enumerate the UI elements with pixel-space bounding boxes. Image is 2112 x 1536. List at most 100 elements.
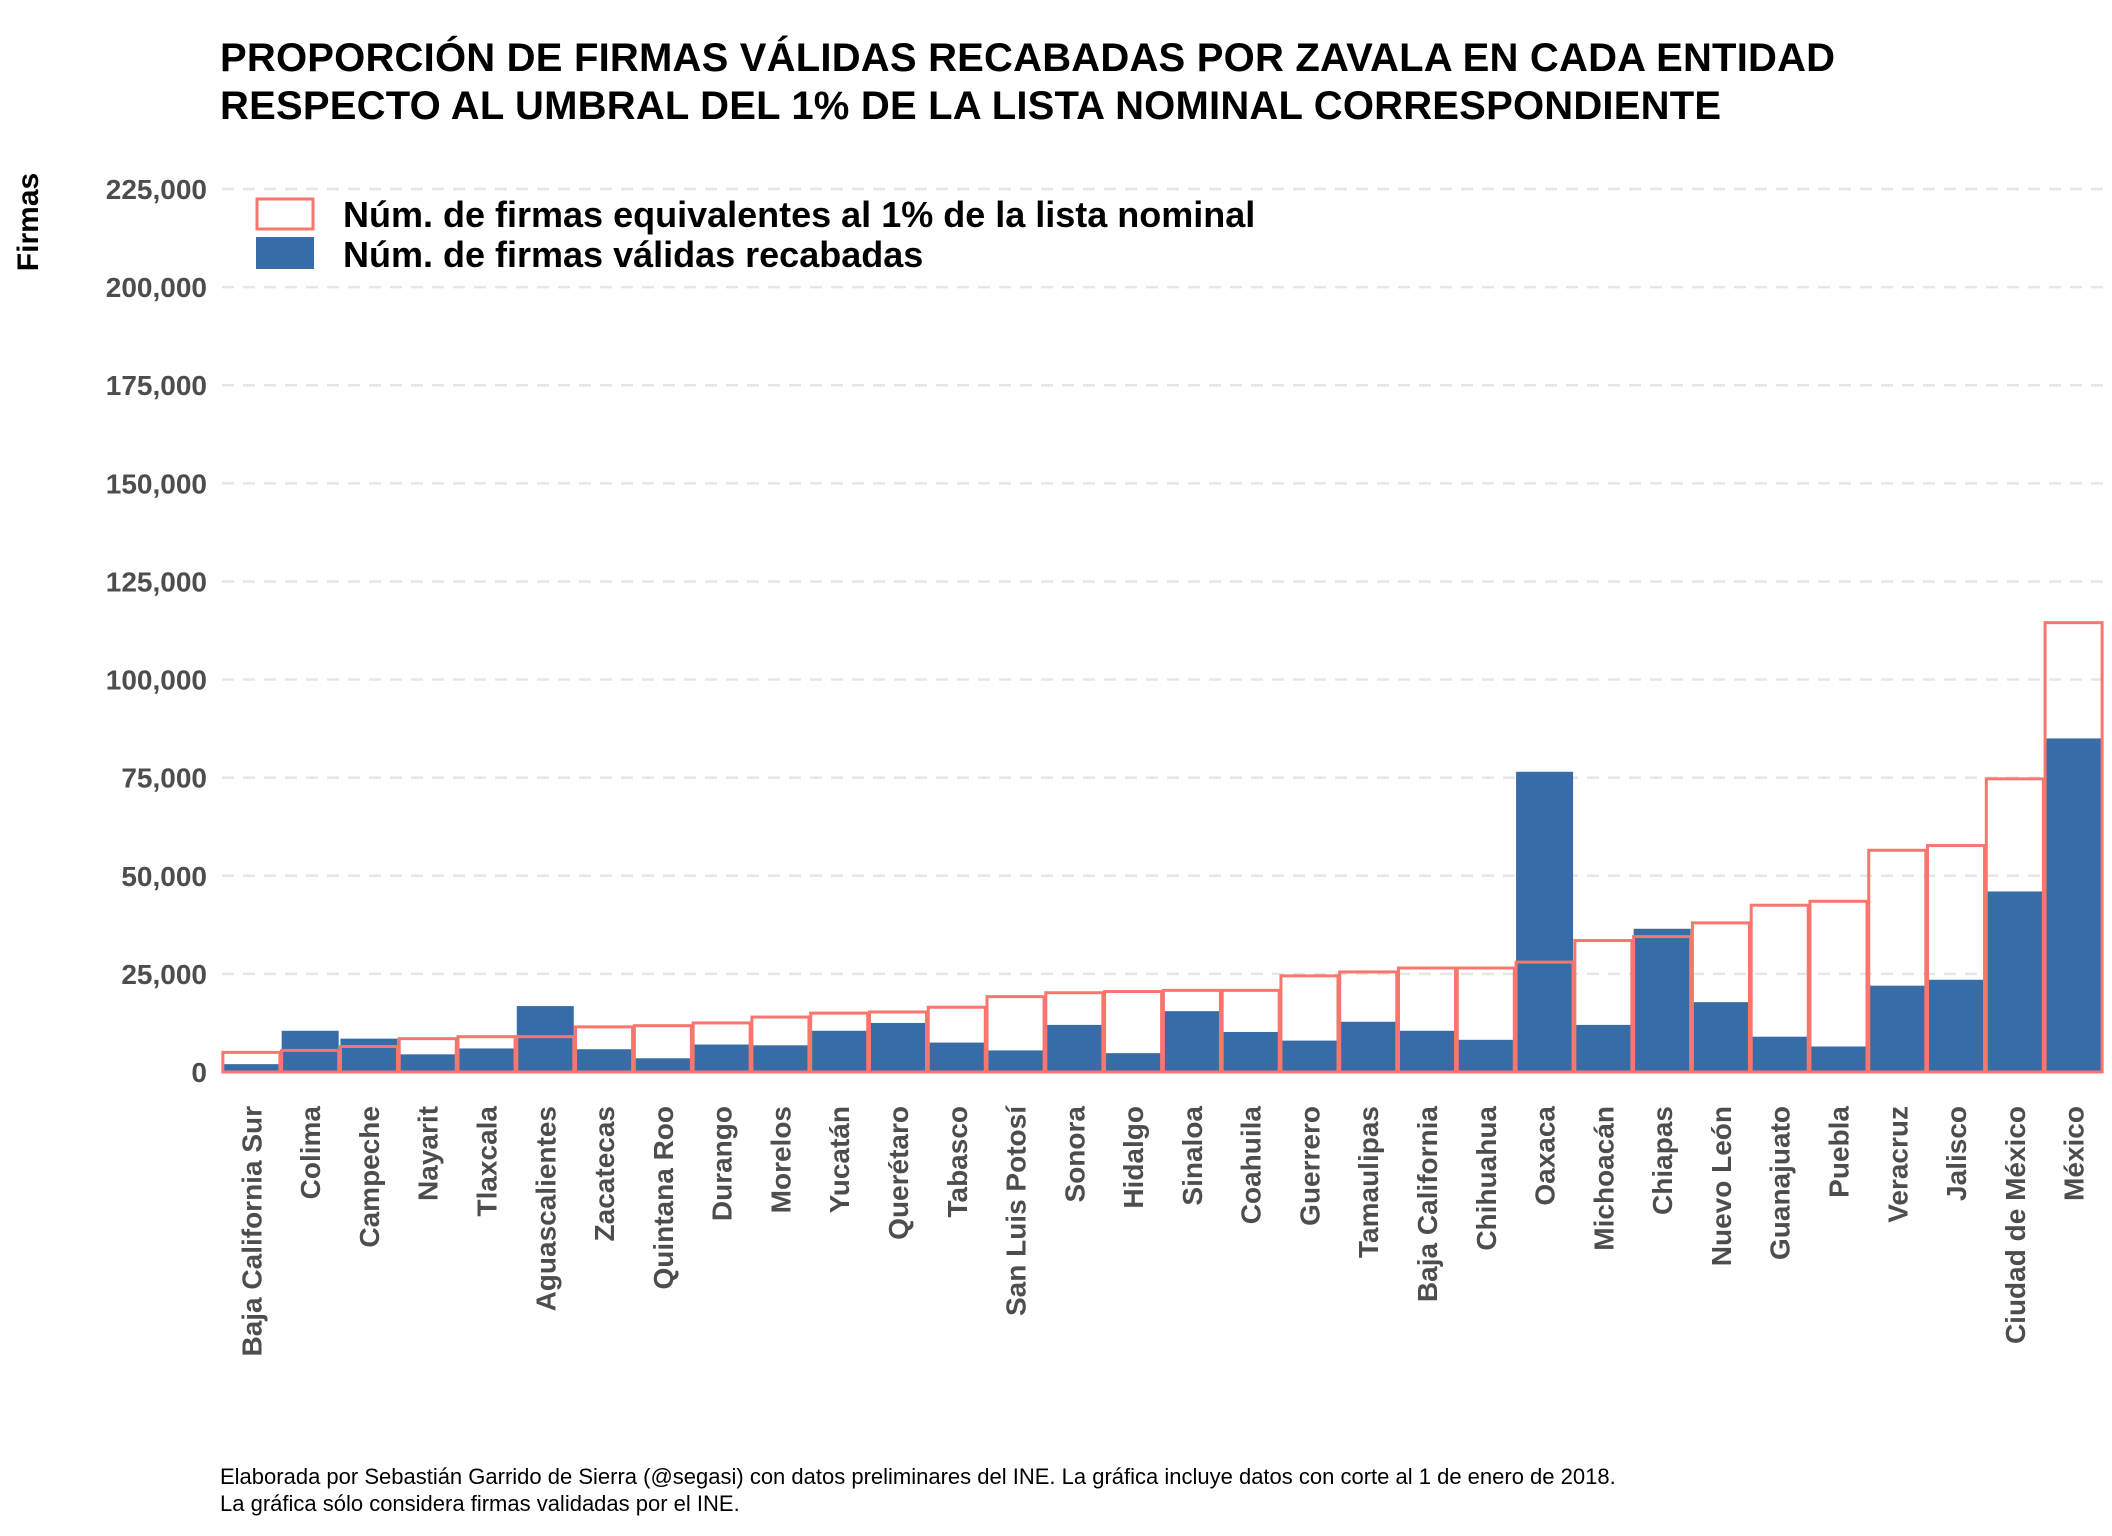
chart-caption: Elaborada por Sebastián Garrido de Sierr… [220, 1463, 1616, 1517]
legend-swatch-valid [256, 237, 314, 269]
y-axis-label: Firmas [12, 173, 45, 271]
bar-threshold [1867, 848, 1928, 1074]
bar-threshold [1926, 844, 1987, 1074]
x-tick-label: Nuevo León [1706, 1106, 1737, 1266]
x-tick-label: Tamaulipas [1353, 1106, 1384, 1258]
bar-valid [1809, 1046, 1867, 1072]
x-tick-label: Morelos [765, 1106, 796, 1213]
bar-threshold [456, 1035, 517, 1074]
bar-valid [516, 1006, 574, 1072]
bar-valid [987, 1050, 1045, 1072]
bar-threshold [280, 1048, 341, 1074]
x-tick-label: México [2059, 1106, 2090, 1201]
y-tick-label: 175,000 [106, 370, 207, 401]
bar-threshold [750, 1015, 811, 1074]
caption-line-2: La gráfica sólo considera firmas validad… [220, 1491, 740, 1516]
bar-valid [693, 1044, 751, 1072]
bar-threshold [1808, 899, 1869, 1074]
y-tick-label: 100,000 [106, 665, 207, 696]
x-tick-label: Yucatán [824, 1106, 855, 1213]
bar-threshold [1044, 991, 1105, 1074]
bar-threshold [1161, 988, 1222, 1074]
bar-valid [1398, 1030, 1456, 1072]
x-tick-label: Baja California [1412, 1106, 1443, 1302]
bar-threshold [1279, 974, 1340, 1074]
threshold-series [221, 621, 2104, 1074]
y-tick-label: 200,000 [106, 272, 207, 303]
x-tick-label: Coahuila [1236, 1106, 1267, 1225]
bar-threshold [809, 1011, 870, 1074]
x-tick-label: Baja California Sur [236, 1106, 267, 1357]
x-tick-label: Tabasco [942, 1106, 973, 1218]
bar-threshold [574, 1025, 635, 1074]
bar-valid [222, 1064, 280, 1072]
x-tick-label: Zacatecas [589, 1106, 620, 1241]
bar-threshold [926, 1005, 987, 1074]
bar-threshold [1749, 903, 1810, 1074]
gridlines [222, 187, 2103, 976]
bar-valid [458, 1048, 516, 1072]
bar-valid [1927, 979, 1985, 1072]
y-tick-label: 0 [191, 1057, 207, 1088]
x-tick-label: Durango [707, 1106, 738, 1221]
bar-valid [928, 1042, 986, 1072]
bar-valid [1633, 928, 1691, 1072]
bar-valid [1280, 1040, 1338, 1072]
bar-valid [1868, 985, 1926, 1072]
bar-threshold [1632, 935, 1693, 1074]
bar-valid [1163, 1011, 1221, 1072]
y-tick-label: 50,000 [121, 861, 207, 892]
x-tick-label: Sonora [1059, 1106, 1090, 1203]
bar-valid [575, 1049, 633, 1072]
bar-valid [810, 1030, 868, 1072]
y-tick-label: 75,000 [121, 763, 207, 794]
bar-threshold [1455, 966, 1516, 1074]
bar-threshold [2043, 621, 2104, 1074]
x-tick-label: Aguascalientes [530, 1106, 561, 1311]
legend-label-valid: Núm. de firmas válidas recabadas [343, 234, 923, 275]
y-tick-label: 150,000 [106, 468, 207, 499]
bar-valid [1457, 1039, 1515, 1072]
legend: Núm. de firmas equivalentes al 1% de la … [255, 194, 1255, 275]
bar-valid [1104, 1053, 1162, 1072]
bar-threshold [985, 995, 1046, 1074]
x-tick-label: Guerrero [1294, 1106, 1325, 1226]
x-tick-label: Colima [295, 1106, 326, 1200]
bar-valid [1692, 1002, 1750, 1072]
chart-title-line-2: RESPECTO AL UMBRAL DEL 1% DE LA LISTA NO… [220, 84, 1722, 128]
bar-threshold [1103, 990, 1164, 1074]
bar-valid [1986, 891, 2044, 1072]
bar-threshold [691, 1021, 752, 1074]
bar-valid [1222, 1031, 1280, 1072]
bar-valid [1574, 1024, 1632, 1072]
bar-threshold [515, 1035, 576, 1074]
x-tick-label: Sinaloa [1177, 1106, 1208, 1206]
x-tick-label: Campeche [354, 1106, 385, 1248]
chart-title: PROPORCIÓN DE FIRMAS VÁLIDAS RECABADAS P… [220, 34, 1835, 130]
bar-valid [634, 1058, 692, 1072]
bar-threshold [1573, 939, 1634, 1074]
x-tick-label: Jalisco [1941, 1106, 1972, 1201]
bar-valid [1751, 1036, 1809, 1072]
bar-threshold [1984, 777, 2045, 1074]
x-axis-ticks: Baja California Sur Colima Campeche Nayarit… [236, 1105, 2089, 1357]
x-tick-label: Veracruz [1882, 1106, 1913, 1223]
bar-threshold [1690, 921, 1751, 1074]
bar-threshold [1514, 960, 1575, 1074]
y-tick-label: 25,000 [121, 959, 207, 990]
x-tick-label: Oaxaca [1530, 1106, 1561, 1206]
x-tick-label: Querétaro [883, 1106, 914, 1240]
x-tick-label: San Luis Potosí [1001, 1105, 1032, 1316]
x-tick-label: Nayarit [413, 1106, 444, 1201]
bar-valid [751, 1045, 809, 1072]
bar-valid [340, 1038, 398, 1072]
bar-threshold [867, 1010, 928, 1074]
bar-valid [1045, 1024, 1103, 1072]
x-tick-label: Ciudad de México [2000, 1106, 2031, 1344]
bar-threshold [1338, 970, 1399, 1074]
bar-valid [869, 1022, 927, 1072]
bar-valid [1516, 771, 1574, 1072]
bar-threshold [397, 1037, 458, 1074]
bar-valid [399, 1054, 457, 1072]
